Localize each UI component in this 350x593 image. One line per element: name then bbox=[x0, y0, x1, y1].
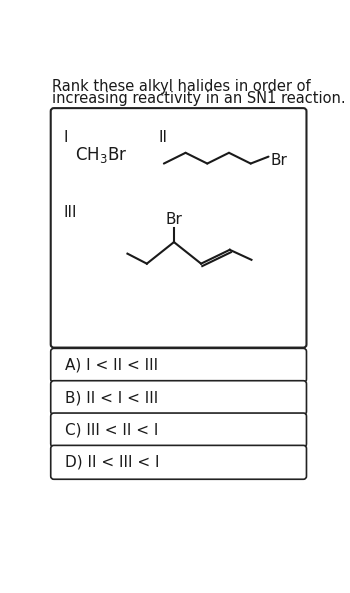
Text: C) III < II < I: C) III < II < I bbox=[65, 422, 158, 438]
Text: Rank these alkyl halides in order of: Rank these alkyl halides in order of bbox=[51, 79, 310, 94]
Text: B) II < I < III: B) II < I < III bbox=[65, 390, 158, 405]
Text: Br: Br bbox=[271, 153, 288, 168]
FancyBboxPatch shape bbox=[51, 381, 307, 415]
FancyBboxPatch shape bbox=[51, 445, 307, 479]
Text: Br: Br bbox=[166, 212, 182, 228]
Text: I: I bbox=[64, 130, 68, 145]
FancyBboxPatch shape bbox=[51, 108, 307, 347]
Text: D) II < III < I: D) II < III < I bbox=[65, 455, 159, 470]
Text: increasing reactivity in an SN1 reaction.: increasing reactivity in an SN1 reaction… bbox=[51, 91, 345, 106]
Text: A) I < II < III: A) I < II < III bbox=[65, 358, 158, 373]
Text: CH$_3$Br: CH$_3$Br bbox=[75, 145, 127, 165]
Text: III: III bbox=[64, 205, 77, 220]
FancyBboxPatch shape bbox=[51, 413, 307, 447]
FancyBboxPatch shape bbox=[51, 348, 307, 382]
Text: II: II bbox=[159, 130, 167, 145]
